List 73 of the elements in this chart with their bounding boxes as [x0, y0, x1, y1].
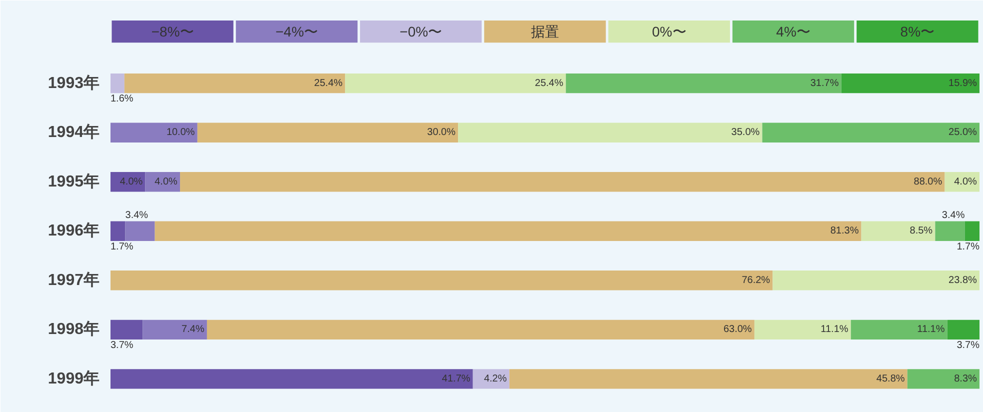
bar	[841, 73, 980, 94]
data-label: 31.7%	[810, 78, 839, 89]
data-label: 88.0%	[914, 176, 942, 188]
bar	[345, 73, 566, 94]
data-label: 1.7%	[956, 241, 980, 252]
bar	[472, 369, 510, 389]
bar	[947, 320, 980, 340]
data-label: 15.9%	[948, 78, 977, 89]
bar	[110, 320, 143, 340]
bar	[772, 270, 980, 290]
text: 8%〜	[900, 24, 935, 40]
text: −0%〜	[400, 24, 442, 40]
bar	[124, 73, 346, 94]
bar	[197, 122, 458, 142]
text: 4%〜	[776, 24, 810, 40]
bar	[566, 73, 842, 94]
y-tick-label: 1994年	[48, 123, 100, 142]
bar	[850, 320, 948, 340]
data-label: 11.1%	[820, 324, 848, 336]
data-label: 7.4%	[182, 324, 204, 336]
data-label: 10.0%	[166, 127, 195, 138]
data-label: 11.1%	[917, 324, 945, 336]
y-tick-label: 1996年	[48, 222, 100, 240]
text: 0%〜	[652, 24, 686, 40]
bar	[754, 320, 851, 340]
data-label: 8.5%	[910, 226, 933, 237]
y-tick-label: 1999年	[48, 369, 100, 388]
data-label: 30.0%	[427, 127, 456, 138]
bar	[907, 369, 980, 389]
data-label: 3.4%	[942, 210, 965, 221]
bar	[110, 73, 124, 94]
data-label: 1.7%	[110, 241, 134, 252]
data-label: 3.7%	[110, 340, 134, 352]
bar	[110, 221, 126, 241]
data-label: 4.0%	[154, 176, 178, 188]
data-label: 25.4%	[534, 78, 564, 89]
data-label: 4.0%	[120, 176, 143, 188]
bar	[125, 221, 155, 241]
bar	[110, 369, 473, 389]
data-label: 4.2%	[484, 373, 507, 384]
bar	[180, 172, 945, 192]
bar	[154, 221, 862, 241]
data-label: 23.8%	[948, 274, 977, 286]
data-label: 3.7%	[956, 340, 980, 352]
data-label: 81.3%	[830, 226, 859, 237]
text: 据置	[531, 24, 559, 40]
data-label: 4.0%	[954, 176, 977, 188]
y-tick-label: 1998年	[48, 320, 100, 338]
data-label: 25.4%	[314, 78, 343, 89]
data-label: 8.3%	[954, 373, 977, 384]
text: −4%〜	[276, 24, 318, 40]
bar	[110, 270, 773, 290]
y-tick-label: 1997年	[48, 270, 100, 289]
data-label: 63.0%	[723, 324, 752, 336]
data-label: 41.7%	[442, 373, 470, 384]
data-label: 45.8%	[876, 373, 905, 384]
bar	[206, 320, 754, 340]
y-tick-label: 1993年	[48, 74, 100, 92]
y-tick-label: 1995年	[48, 172, 100, 190]
bar	[964, 221, 980, 241]
data-label: 3.4%	[125, 210, 148, 221]
data-label: 76.2%	[742, 274, 770, 286]
data-label: 35.0%	[731, 127, 760, 138]
bar	[762, 122, 980, 142]
bar	[458, 122, 762, 142]
bar	[110, 122, 198, 142]
bar	[861, 221, 936, 241]
bar	[142, 320, 207, 340]
text: −8%〜	[151, 24, 194, 40]
bar	[509, 369, 908, 389]
data-label: 25.0%	[948, 127, 977, 138]
bar	[935, 221, 965, 241]
data-label: 1.6%	[110, 94, 134, 105]
